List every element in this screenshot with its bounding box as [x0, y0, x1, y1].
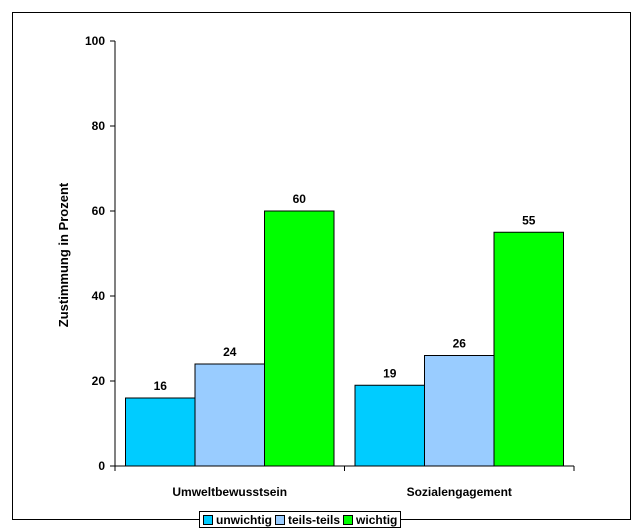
legend-label: wichtig [356, 513, 397, 527]
x-category-label: Sozialengagement [407, 485, 512, 499]
y-tick-label: 0 [98, 459, 105, 473]
y-tick-label: 60 [92, 204, 106, 218]
bar-unwichtig [126, 398, 196, 466]
bars [126, 211, 564, 466]
bar-teils-teils [425, 356, 495, 467]
legend-swatch [275, 515, 285, 525]
bar-teils-teils [195, 364, 265, 466]
bar-wichtig [265, 211, 335, 466]
legend-label: teils-teils [288, 513, 340, 527]
data-label: 19 [383, 366, 397, 380]
data-label: 60 [293, 192, 307, 206]
bar-wichtig [494, 232, 564, 466]
data-label: 55 [522, 213, 536, 227]
data-label: 24 [223, 345, 237, 359]
bar-unwichtig [355, 385, 425, 466]
legend-label: unwichtig [216, 513, 272, 527]
x-category-label: Umweltbewusstsein [172, 485, 287, 499]
legend-item-wichtig: wichtig [343, 513, 397, 527]
legend-swatch [203, 515, 213, 525]
y-axis-label: Zustimmung in Prozent [56, 182, 71, 327]
bar-chart: Zustimmung in Prozent 0 20 40 60 80 100 Umwelt… [0, 0, 643, 510]
y-tick-label: 20 [92, 374, 106, 388]
data-label: 26 [453, 337, 467, 351]
legend-swatch [343, 515, 353, 525]
legend-item-unwichtig: unwichtig [203, 513, 272, 527]
legend: unwichtig teils-teils wichtig [199, 511, 401, 528]
y-tick-label: 40 [92, 289, 106, 303]
y-tick-label: 100 [85, 34, 105, 48]
legend-item-teils-teils: teils-teils [275, 513, 340, 527]
y-tick-label: 80 [92, 119, 106, 133]
data-label: 16 [154, 379, 168, 393]
